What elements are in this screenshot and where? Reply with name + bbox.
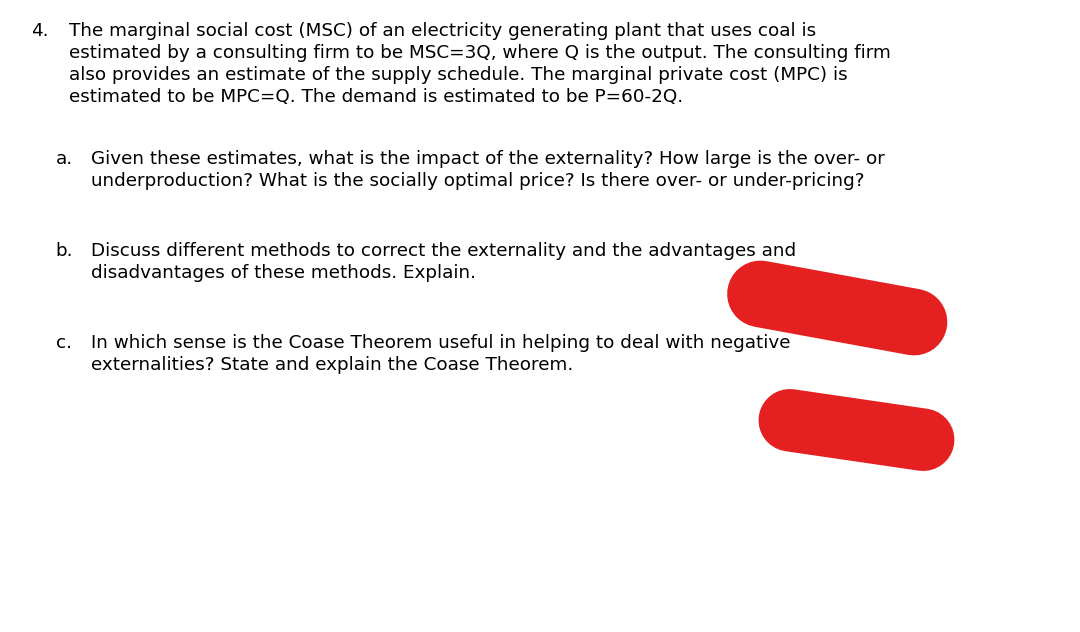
- Text: The marginal social cost (MSC) of an electricity generating plant that uses coal: The marginal social cost (MSC) of an ele…: [69, 22, 816, 40]
- Text: 4.: 4.: [31, 22, 49, 40]
- Text: externalities? State and explain the Coase Theorem.: externalities? State and explain the Coa…: [92, 356, 573, 374]
- Text: disadvantages of these methods. Explain.: disadvantages of these methods. Explain.: [92, 264, 476, 282]
- Text: Discuss different methods to correct the externality and the advantages and: Discuss different methods to correct the…: [92, 242, 797, 260]
- Text: b.: b.: [56, 242, 73, 260]
- Text: estimated to be MPC=Q. The demand is estimated to be P=60-2Q.: estimated to be MPC=Q. The demand is est…: [69, 88, 684, 106]
- Text: a.: a.: [56, 150, 73, 168]
- Text: underproduction? What is the socially optimal price? Is there over- or under-pri: underproduction? What is the socially op…: [92, 172, 865, 190]
- Text: Given these estimates, what is the impact of the externality? How large is the o: Given these estimates, what is the impac…: [92, 150, 886, 168]
- Text: In which sense is the Coase Theorem useful in helping to deal with negative: In which sense is the Coase Theorem usef…: [92, 334, 791, 352]
- Text: also provides an estimate of the supply schedule. The marginal private cost (MPC: also provides an estimate of the supply …: [69, 66, 848, 84]
- Text: c.: c.: [56, 334, 71, 352]
- Text: estimated by a consulting firm to be MSC=3Q, where Q is the output. The consulti: estimated by a consulting firm to be MSC…: [69, 44, 891, 62]
